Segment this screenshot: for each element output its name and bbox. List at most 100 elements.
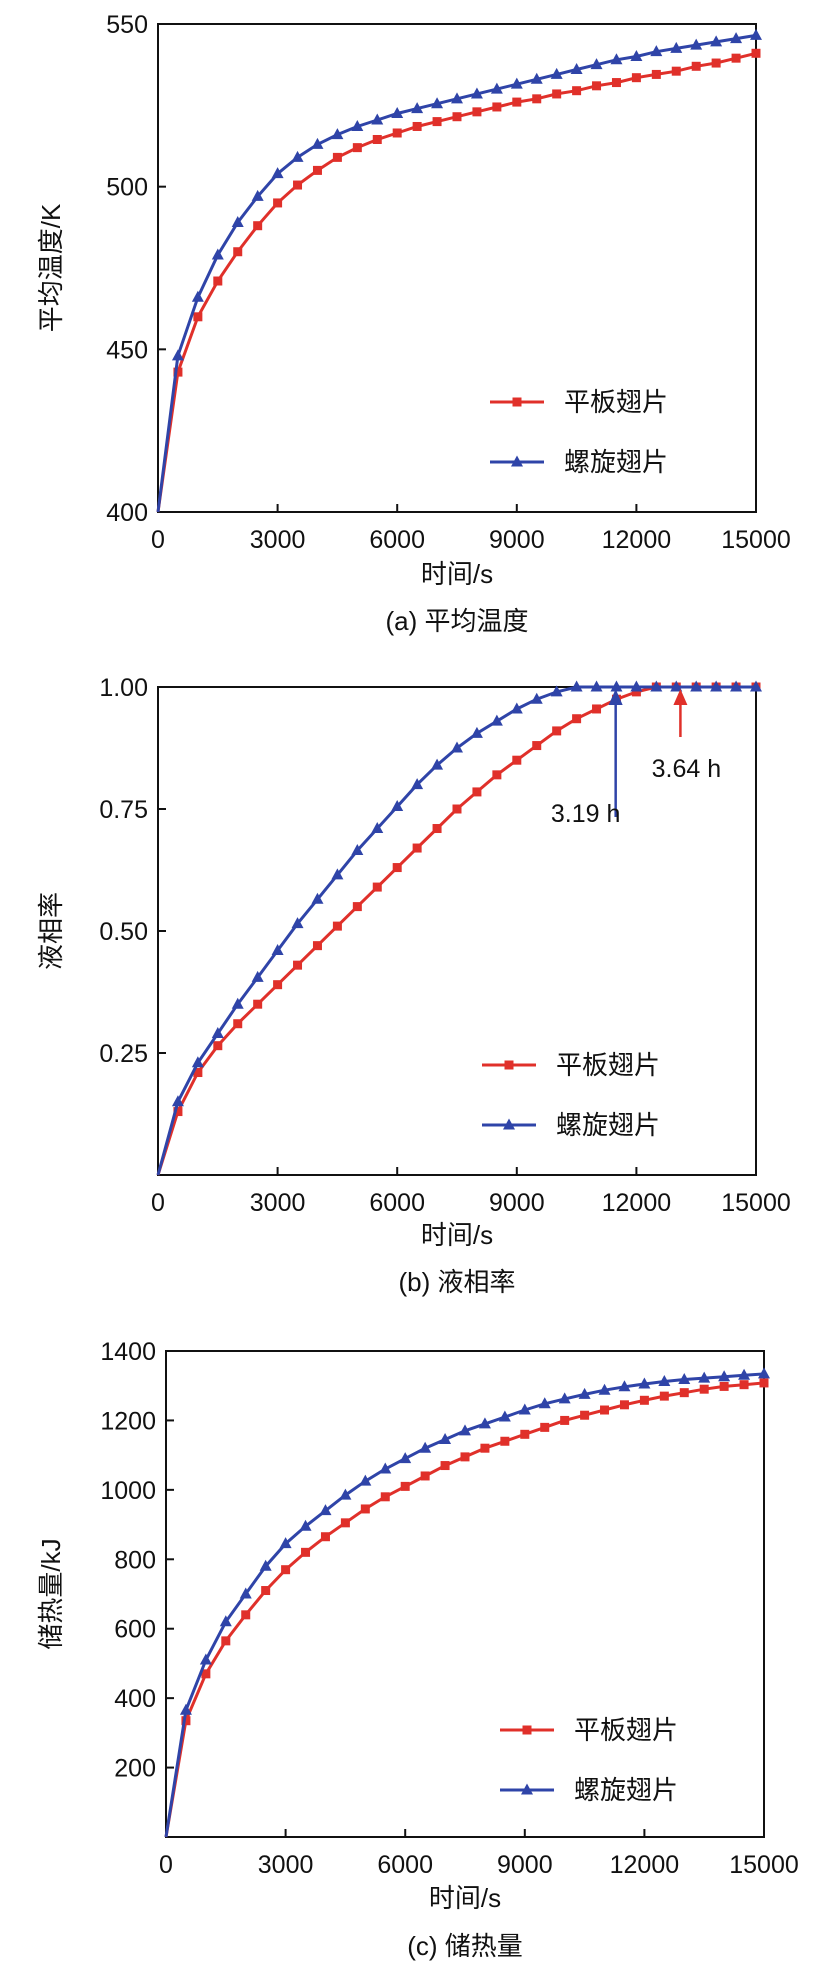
x-tick-label: 6000: [377, 1851, 433, 1879]
series-spiral-fin: [164, 1367, 770, 1838]
y-tick-label: 550: [106, 11, 148, 39]
data-point: [411, 102, 424, 114]
data-point: [411, 778, 424, 790]
data-point: [351, 843, 364, 855]
legend-label-spiral: 螺旋翅片: [556, 1110, 660, 1140]
annotation-spiral: 3.19 h: [551, 689, 623, 828]
y-tick-label: 400: [106, 499, 148, 527]
x-tick-label: 9000: [497, 1851, 553, 1879]
y-tick-label: 200: [114, 1755, 156, 1783]
data-point: [558, 1392, 571, 1404]
data-point: [719, 1381, 729, 1391]
x-tick-label: 3000: [250, 526, 306, 554]
x-tick-label: 6000: [369, 526, 425, 554]
data-point: [459, 1424, 471, 1436]
y-tick-label: 800: [114, 1546, 156, 1574]
x-tick-label: 15000: [721, 526, 791, 554]
legend-marker-spiral: [503, 1118, 515, 1130]
data-point: [432, 117, 442, 127]
chart-panel-average-temperature: 0 3000 6000 9000 12000 15000 400 450 500 550 时间/s 平…: [0, 0, 836, 655]
data-point: [610, 680, 623, 692]
data-point: [399, 1452, 412, 1464]
series-line: [156, 51, 757, 513]
chart-panel-liquid-fraction: 0 3000 6000 9000 12000 15000 0.25 0.50 0.75 1.00 时…: [0, 655, 836, 1305]
data-point: [651, 69, 661, 79]
data-point: [580, 1410, 590, 1420]
data-point: [690, 680, 703, 692]
x-tick-label: 9000: [489, 526, 545, 554]
legend-label-flat: 平板翅片: [574, 1715, 678, 1745]
data-point: [691, 61, 701, 71]
data-point: [659, 1391, 669, 1401]
data-point: [730, 680, 743, 692]
data-point: [440, 1461, 450, 1471]
data-point: [241, 1610, 251, 1620]
data-point: [340, 1518, 350, 1528]
data-point: [480, 1443, 490, 1453]
data-point: [460, 1452, 470, 1462]
x-tick-label: 15000: [729, 1851, 799, 1879]
data-point: [213, 1041, 223, 1051]
series-line: [164, 1381, 765, 1838]
data-point: [678, 1372, 691, 1384]
data-point: [552, 726, 562, 736]
data-point: [193, 1068, 203, 1078]
data-point: [518, 1403, 531, 1415]
data-point: [670, 41, 683, 53]
data-point: [211, 248, 224, 260]
data-point: [550, 67, 563, 79]
data-point: [179, 1703, 192, 1715]
data-point: [360, 1504, 370, 1514]
data-point: [710, 680, 723, 692]
data-point: [699, 1384, 709, 1394]
data-point: [650, 45, 663, 57]
data-point: [452, 112, 462, 122]
data-point: [512, 97, 522, 107]
data-point: [439, 1433, 452, 1445]
y-tick-label: 400: [114, 1685, 156, 1713]
annotation-flat: 3.64 h: [652, 689, 722, 783]
data-point: [592, 81, 602, 91]
data-point: [400, 1481, 410, 1491]
y-tick-label: 0.50: [99, 918, 148, 946]
data-point: [538, 1397, 551, 1409]
chart-caption: (c) 储热量: [407, 1931, 523, 1961]
data-point: [710, 35, 723, 47]
data-point: [291, 150, 304, 162]
data-point: [532, 94, 542, 104]
data-point: [670, 680, 683, 692]
data-point: [451, 741, 463, 753]
data-point: [420, 1471, 430, 1481]
data-point: [432, 824, 442, 834]
series-line: [164, 1372, 765, 1838]
data-point: [193, 312, 203, 322]
data-point: [372, 882, 382, 892]
chart-average-temperature: 0 3000 6000 9000 12000 15000 400 450 500 550 时间/s 平…: [36, 11, 791, 636]
data-point: [371, 113, 384, 125]
data-point: [392, 128, 402, 138]
annotation-label: 3.64 h: [652, 755, 722, 783]
data-point: [638, 1377, 651, 1389]
data-point: [610, 53, 623, 65]
data-point: [431, 97, 444, 109]
data-point: [431, 758, 444, 770]
data-point: [520, 1429, 530, 1439]
data-point: [273, 198, 283, 208]
data-point: [698, 1371, 711, 1383]
plot-frame: [165, 1350, 765, 1838]
data-point: [379, 1462, 392, 1474]
data-point: [492, 770, 502, 780]
data-point: [331, 128, 344, 140]
data-point: [293, 960, 303, 970]
data-point: [639, 1395, 649, 1405]
legend-label-spiral: 螺旋翅片: [574, 1775, 678, 1805]
data-point: [530, 72, 543, 84]
chart-heat-storage: 0 3000 6000 9000 12000 15000 200 400 600 800 1000 1…: [36, 1338, 799, 1961]
data-point: [590, 680, 603, 692]
annotation-arrow-head: [608, 689, 623, 705]
x-tick-label: 9000: [489, 1189, 545, 1217]
data-point: [231, 997, 244, 1009]
data-point: [391, 800, 404, 812]
data-point: [592, 704, 602, 714]
